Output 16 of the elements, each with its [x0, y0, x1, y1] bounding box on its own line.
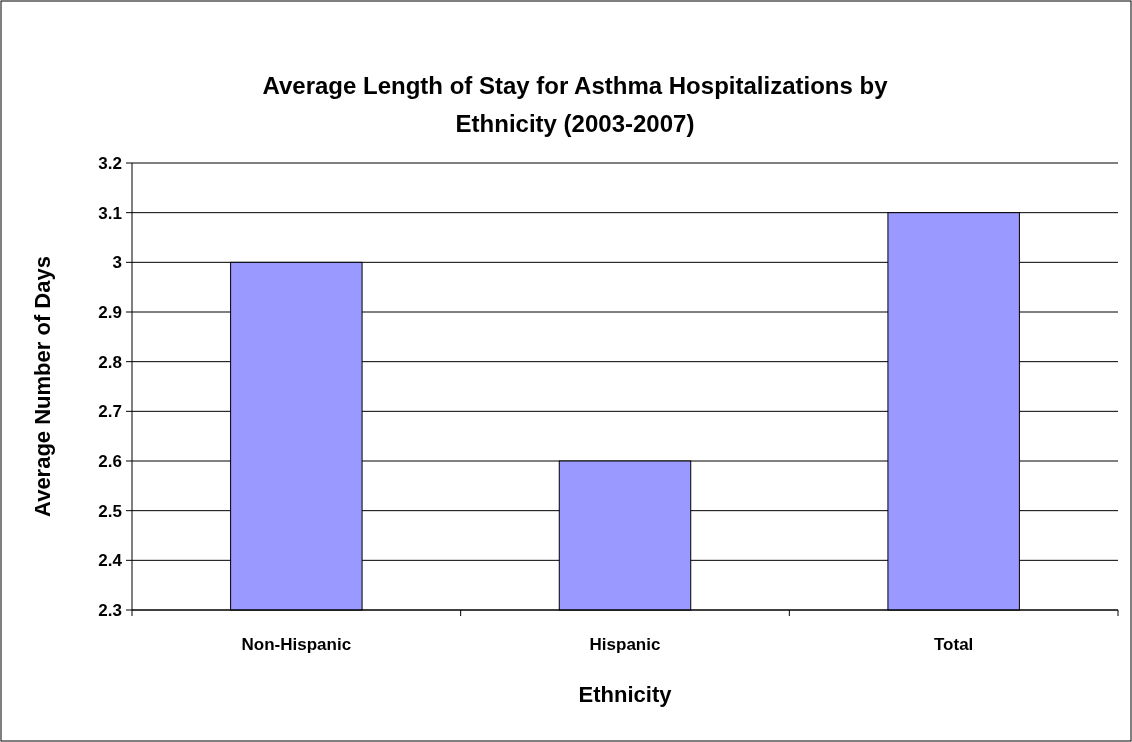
x-tick-label: Non-Hispanic — [241, 635, 352, 654]
y-tick-label: 2.3 — [98, 600, 122, 620]
y-tick-label: 3 — [112, 253, 122, 273]
y-tick-label: 2.9 — [98, 302, 122, 322]
x-axis-title: Ethnicity — [578, 682, 673, 707]
y-tick-label: 3.2 — [98, 153, 122, 173]
y-tick-label: 2.7 — [98, 402, 122, 422]
x-tick-label: Hispanic — [589, 635, 661, 654]
y-tick-label: 2.6 — [98, 451, 122, 471]
y-tick-label: 2.4 — [98, 551, 123, 571]
y-tick-label: 3.1 — [98, 203, 122, 223]
x-tick-label: Total — [933, 635, 974, 654]
y-tick-label: 2.5 — [98, 501, 122, 521]
y-axis-title: Average Number of Days — [30, 256, 55, 517]
chart-title: Average Length of Stay for Asthma Hospitalizations by Ethnicity (2003-2007) — [262, 72, 889, 137]
y-tick-label: 2.8 — [98, 352, 122, 372]
